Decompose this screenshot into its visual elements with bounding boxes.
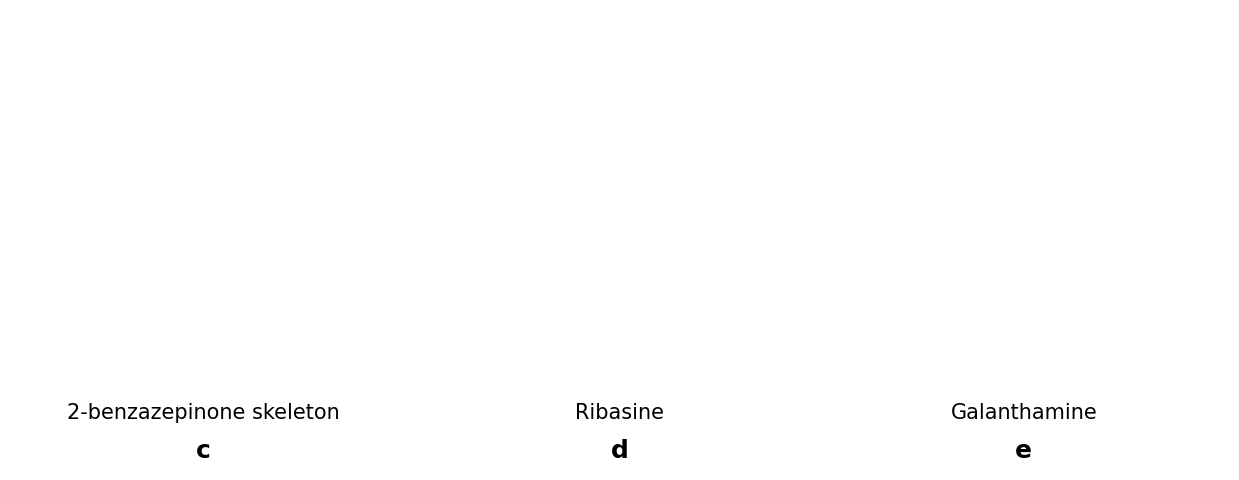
Text: d: d xyxy=(611,438,628,462)
Text: e: e xyxy=(1015,438,1032,462)
Text: Galanthamine: Galanthamine xyxy=(950,403,1098,422)
Text: c: c xyxy=(196,438,211,462)
Text: Ribasine: Ribasine xyxy=(575,403,664,422)
Text: 2-benzazepinone skeleton: 2-benzazepinone skeleton xyxy=(67,403,339,422)
